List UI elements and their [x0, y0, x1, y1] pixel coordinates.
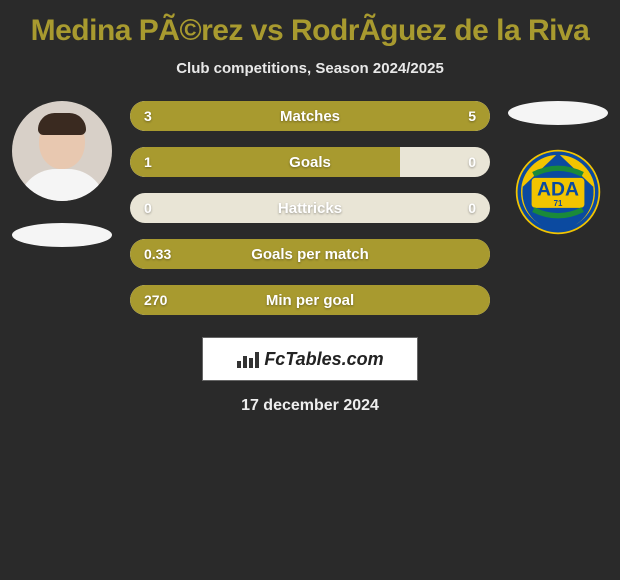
- stat-row: 0Hattricks0: [130, 193, 490, 223]
- stat-label: Matches: [186, 108, 434, 125]
- player-right-club-badge: ADA 71: [508, 147, 608, 237]
- stat-value-right: 5: [434, 108, 490, 124]
- branding-text: FcTables.com: [264, 349, 383, 370]
- stat-value-left: 0.33: [130, 246, 186, 262]
- barchart-icon: [236, 349, 260, 369]
- stat-label: Goals: [186, 154, 434, 171]
- club-badge-icon: ADA 71: [514, 148, 602, 236]
- stat-label: Hattricks: [186, 200, 434, 217]
- stat-row: 1Goals0: [130, 147, 490, 177]
- stat-label: Goals per match: [186, 246, 434, 263]
- stat-row: 0.33Goals per match: [130, 239, 490, 269]
- branding-logo: FcTables.com: [202, 337, 418, 381]
- comparison-area: 3Matches51Goals00Hattricks00.33Goals per…: [0, 101, 620, 315]
- player-right-club-ellipse: [508, 101, 608, 125]
- stat-label: Min per goal: [186, 292, 434, 309]
- player-right-column: ADA 71: [506, 101, 610, 237]
- stat-value-left: 1: [130, 154, 186, 170]
- player-left-club-ellipse: [12, 223, 112, 247]
- stat-value-left: 3: [130, 108, 186, 124]
- stat-row: 3Matches5: [130, 101, 490, 131]
- subtitle: Club competitions, Season 2024/2025: [0, 60, 620, 77]
- stat-value-left: 270: [130, 292, 186, 308]
- stat-row: 270Min per goal: [130, 285, 490, 315]
- stat-value-left: 0: [130, 200, 186, 216]
- badge-subtext: 71: [554, 199, 563, 208]
- stats-list: 3Matches51Goals00Hattricks00.33Goals per…: [130, 101, 490, 315]
- stat-value-right: 0: [434, 154, 490, 170]
- player-left-avatar: [12, 101, 112, 201]
- stat-value-right: 0: [434, 200, 490, 216]
- page-title: Medina PÃ©rez vs RodrÃ­guez de la Riva: [0, 0, 620, 52]
- date-text: 17 december 2024: [0, 397, 620, 415]
- player-left-column: [10, 101, 114, 247]
- badge-text: ADA: [537, 179, 579, 201]
